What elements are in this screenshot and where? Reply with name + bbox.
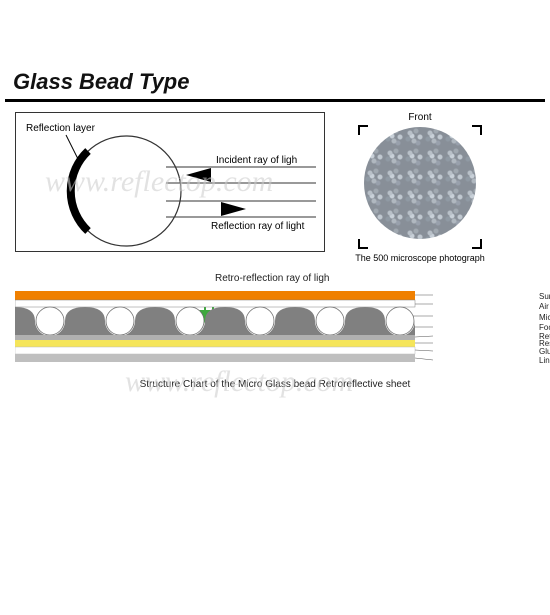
- microscope-front-label: Front: [340, 112, 500, 123]
- microscope-panel: Front The 500 microscope photograph: [340, 112, 500, 263]
- microscope-caption: The 500 microscope photograph: [340, 253, 500, 263]
- corner-tl-icon: [358, 125, 368, 135]
- page-title: Glass Bead Type: [5, 65, 545, 99]
- cross-section-svg: [15, 291, 435, 371]
- corner-br-icon: [472, 239, 482, 249]
- layer-label: Focusing Layer: [539, 324, 550, 332]
- title-underline: [5, 99, 545, 102]
- layer-label: Lining Paper: [539, 357, 550, 365]
- layer-label: Glue Layer: [539, 348, 550, 356]
- diagram-container: Glass Bead Type Reflection layer Incid: [5, 65, 545, 485]
- layer-label: Surface Layer: [539, 293, 550, 301]
- microscope-photo: [364, 127, 476, 239]
- reflection-layer-label: Reflection layer: [26, 123, 96, 134]
- cross-section-caption: Structure Chart of the Micro Glass bead …: [15, 379, 535, 390]
- layer-label: Air Layer: [539, 303, 550, 311]
- reflection-label: Reflection ray of light: [211, 221, 305, 232]
- microscope-frame: [360, 127, 480, 247]
- corner-bl-icon: [358, 239, 368, 249]
- corner-tr-icon: [472, 125, 482, 135]
- layer-label: Micro Glass Beads: [539, 314, 550, 322]
- incident-label: Incident ray of ligh: [216, 155, 297, 166]
- ray-diagram-svg: Reflection layer Incident ray of ligh Re…: [16, 113, 326, 253]
- retro-reflection-label: Retro-reflection ray of ligh: [215, 273, 330, 284]
- ray-diagram-box: Reflection layer Incident ray of ligh Re…: [15, 112, 325, 252]
- cross-section-panel: Retro-reflection ray of ligh: [5, 291, 545, 390]
- upper-row: Reflection layer Incident ray of ligh Re…: [5, 112, 545, 263]
